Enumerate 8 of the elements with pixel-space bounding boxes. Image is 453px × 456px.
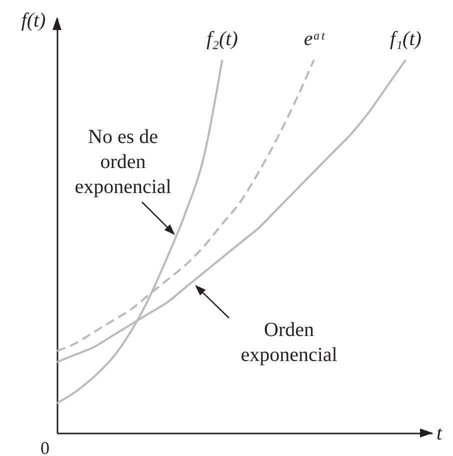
x-axis-title: t <box>436 422 442 444</box>
annotation: No es de orden exponencial <box>74 126 172 198</box>
series-label: f₁(t) <box>390 28 422 50</box>
series-label: eᵃᵗ <box>304 28 326 50</box>
y-axis-title: f(t) <box>21 10 46 32</box>
series-label: f₂(t) <box>206 28 238 50</box>
annotation: Orden exponencial <box>240 319 338 366</box>
text: 0 <box>40 438 50 456</box>
